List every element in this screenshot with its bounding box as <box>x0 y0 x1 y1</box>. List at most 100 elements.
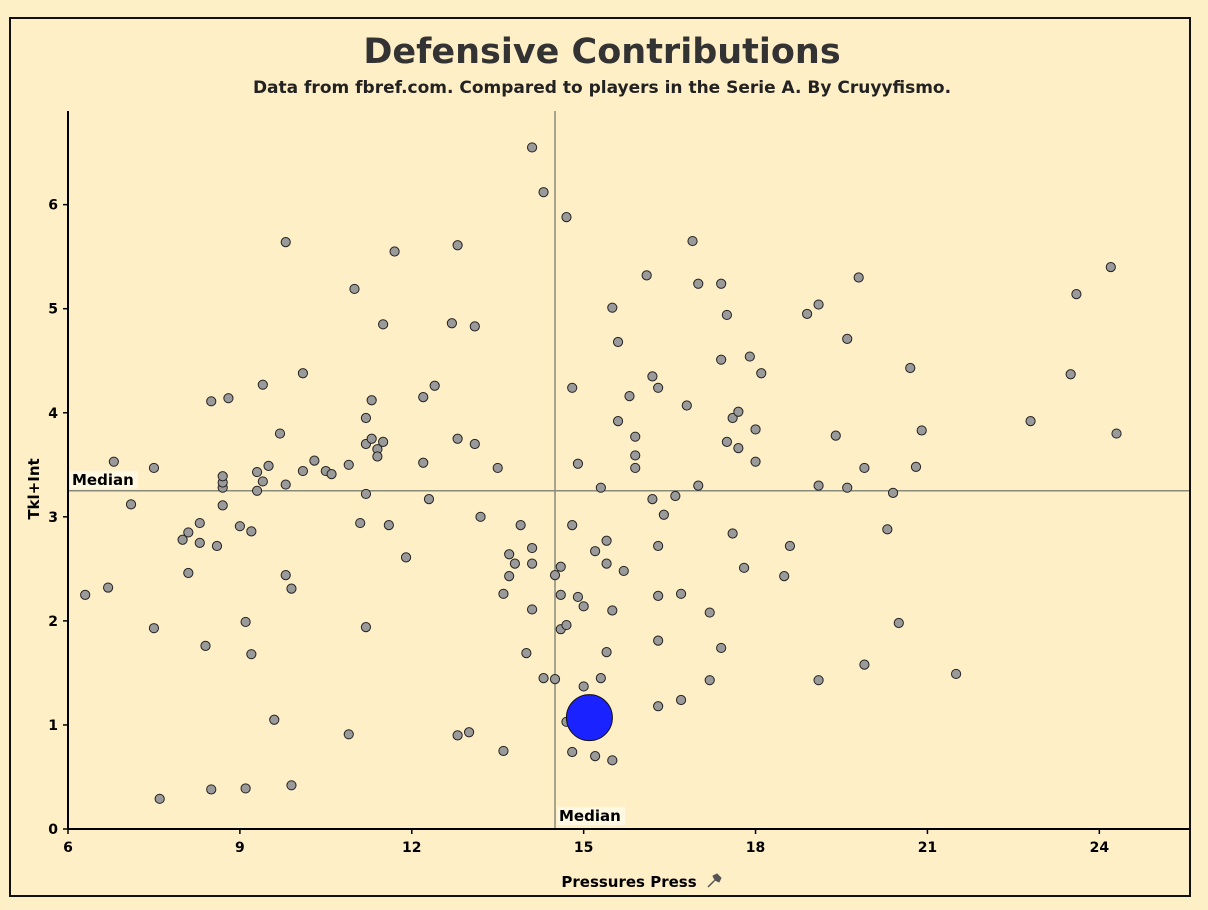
y-tick-label: 6 <box>48 198 58 214</box>
median-lines: Median Median <box>68 111 1189 829</box>
data-point <box>1025 415 1036 427</box>
data-point <box>257 379 268 390</box>
data-point <box>498 745 509 757</box>
data-point <box>905 362 916 374</box>
data-point <box>349 283 360 295</box>
data-point <box>360 412 372 424</box>
data-point <box>578 681 589 692</box>
data-point <box>624 391 635 402</box>
data-point <box>1071 289 1082 300</box>
data-point <box>492 462 503 474</box>
data-point <box>246 526 257 537</box>
median-y-label-bg <box>70 470 138 489</box>
data-point <box>704 607 715 618</box>
data-point <box>630 431 641 442</box>
data-point <box>549 674 561 685</box>
data-point <box>756 368 767 379</box>
data-point <box>125 499 137 510</box>
data-point <box>704 675 715 686</box>
data-point <box>721 436 733 448</box>
data-point <box>343 459 354 470</box>
data-point <box>590 751 601 762</box>
data-point <box>429 380 440 391</box>
data-point <box>630 450 641 461</box>
data-point <box>601 558 612 569</box>
data-point <box>206 396 217 407</box>
data-point <box>653 635 664 646</box>
data-point <box>526 542 538 554</box>
data-point <box>183 567 194 579</box>
data-point <box>842 482 853 493</box>
data-point <box>595 482 606 493</box>
data-point <box>653 382 664 393</box>
data-point <box>693 480 704 491</box>
data-point <box>567 382 578 393</box>
data-point <box>647 494 658 505</box>
y-tick-label: 3 <box>48 510 58 526</box>
y-tick-label: 2 <box>48 614 58 630</box>
chart-title: Defensive Contributions <box>363 32 840 72</box>
data-point <box>475 511 486 522</box>
data-point <box>830 430 841 441</box>
data-point <box>572 591 584 603</box>
data-point <box>813 480 824 491</box>
data-point <box>733 406 744 417</box>
data-point <box>148 462 160 474</box>
data-point <box>653 540 664 552</box>
data-point <box>681 400 692 411</box>
data-point <box>206 784 217 795</box>
data-point <box>618 565 629 577</box>
data-point <box>217 471 228 482</box>
data-point <box>177 534 188 545</box>
x-tick-label: 9 <box>235 840 245 856</box>
data-point <box>360 488 372 500</box>
data-point <box>383 520 394 531</box>
chart-frame: Defensive Contributions Data from fbref.… <box>9 17 1191 897</box>
data-point <box>521 648 532 659</box>
data-point <box>154 793 165 804</box>
data-point <box>297 368 309 379</box>
data-point <box>578 601 589 612</box>
data-point <box>509 558 521 569</box>
data-point <box>280 569 291 581</box>
x-tick-label: 18 <box>746 840 765 856</box>
data-point <box>538 187 549 198</box>
data-point <box>309 455 320 466</box>
data-point <box>675 694 687 706</box>
data-point <box>343 729 354 740</box>
data-point <box>607 302 618 313</box>
data-point <box>263 460 274 471</box>
data-point <box>504 549 515 560</box>
data-point <box>251 466 263 478</box>
data-point <box>194 537 205 548</box>
data-point <box>641 270 652 281</box>
data-point <box>779 571 790 582</box>
data-point <box>693 278 704 289</box>
data-point <box>750 424 761 435</box>
data-point <box>910 461 922 472</box>
data-point <box>813 299 824 310</box>
y-tick-label: 1 <box>48 718 58 734</box>
points-layer <box>80 142 1122 804</box>
data-point <box>607 755 618 766</box>
data-point <box>80 589 91 600</box>
median-y-label: Median <box>72 471 134 489</box>
data-point <box>274 428 286 439</box>
pin-icon <box>707 873 722 888</box>
data-point <box>217 500 228 511</box>
data-point <box>567 520 578 531</box>
data-point <box>526 558 538 569</box>
data-point <box>366 433 377 444</box>
chart-subtitle: Data from fbref.com. Compared to players… <box>253 78 951 98</box>
data-point <box>887 487 899 498</box>
data-point <box>1065 369 1076 380</box>
data-point <box>378 319 389 330</box>
x-tick-label: 24 <box>1090 840 1110 856</box>
data-point <box>211 540 223 552</box>
data-point <box>446 318 457 329</box>
data-point <box>561 619 572 631</box>
data-point <box>148 623 160 634</box>
data-point <box>103 582 114 593</box>
data-point <box>1111 428 1122 439</box>
data-point <box>675 588 687 599</box>
